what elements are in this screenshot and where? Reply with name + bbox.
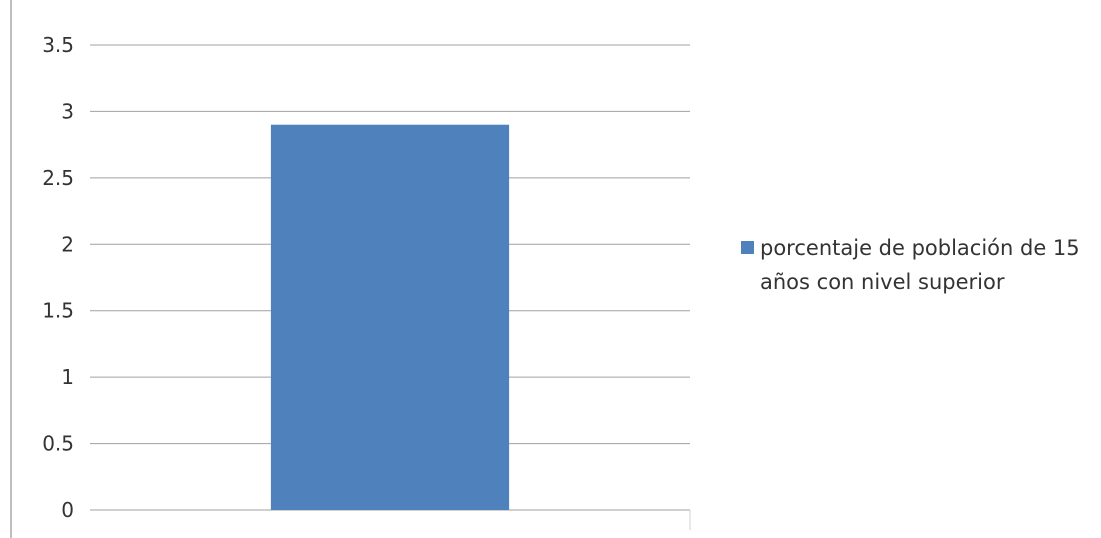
y-axis-tick-labels: 0 0.5 1 1.5 2 2.5 3 3.5 — [42, 33, 74, 522]
y-tick-label-7: 3.5 — [42, 33, 74, 57]
bars — [270, 124, 510, 510]
y-tick-label-2: 1 — [61, 365, 74, 389]
y-tick-label-3: 1.5 — [42, 299, 74, 323]
y-tick-label-0: 0 — [61, 498, 74, 522]
legend-label: porcentaje de población de 15 años con n… — [760, 236, 1080, 294]
bar-0-0 — [270, 124, 510, 510]
legend-swatch — [741, 241, 754, 254]
y-tick-label-4: 2 — [61, 232, 74, 256]
legend: porcentaje de población de 15 años con n… — [741, 231, 1091, 299]
y-tick-label-5: 2.5 — [42, 166, 74, 190]
y-tick-label-6: 3 — [61, 99, 74, 123]
y-tick-label-1: 0.5 — [42, 432, 74, 456]
